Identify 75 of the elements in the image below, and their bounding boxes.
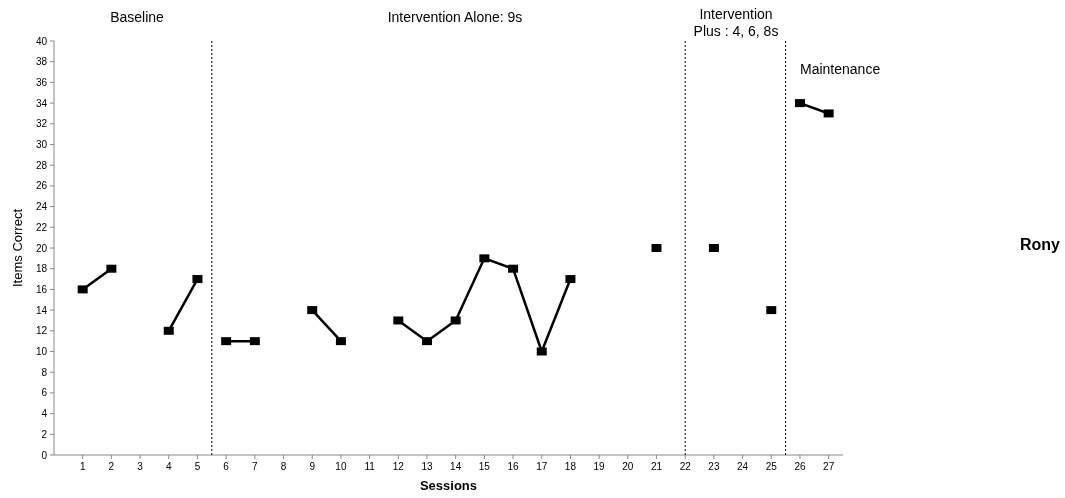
y-tick-label: 12 <box>35 325 48 337</box>
y-tick-label: 2 <box>41 428 48 440</box>
point <box>335 337 346 346</box>
x-tick-label: 12 <box>392 461 405 472</box>
y-tick-label: 30 <box>35 139 48 150</box>
x-tick-label: 14 <box>450 461 462 472</box>
point <box>651 244 662 252</box>
x-tick-label: 1 <box>79 461 86 472</box>
point <box>77 285 88 294</box>
y-tick-label: 18 <box>35 263 48 275</box>
x-tick-label: 19 <box>593 461 606 472</box>
x-tick-label: 21 <box>650 461 663 472</box>
point <box>163 326 174 335</box>
y-tick-label: 20 <box>35 242 48 254</box>
x-tick-label: 27 <box>823 461 835 472</box>
point <box>823 109 834 118</box>
x-tick-label: 18 <box>564 461 577 472</box>
point <box>708 244 719 252</box>
point <box>221 337 232 346</box>
x-tick-label: 26 <box>794 461 806 472</box>
y-tick-label: 36 <box>35 76 48 88</box>
y-tick-label: 38 <box>35 56 48 68</box>
text: Intervention Plus : 4, 6, 8s <box>693 6 779 39</box>
y-tick-label: 26 <box>35 180 48 192</box>
y-tick-label: 4 <box>41 408 48 420</box>
y-tick-label: 34 <box>35 97 48 109</box>
point <box>766 306 777 315</box>
point <box>565 275 576 284</box>
x-tick-label: 2 <box>108 461 115 472</box>
point <box>536 347 547 356</box>
x-tick-label: 25 <box>765 461 778 472</box>
text: Intervention Alone: 9s <box>387 9 523 25</box>
y-tick-label: 28 <box>35 159 48 171</box>
x-tick-label: 4 <box>165 461 172 472</box>
y-tick-label: 22 <box>35 221 48 233</box>
x-tick-label: 9 <box>309 461 316 472</box>
y-tick-label: 10 <box>35 346 48 357</box>
y-tick-label: 32 <box>35 118 48 130</box>
point <box>479 254 490 263</box>
annotation: Maintenance <box>800 61 881 77</box>
y-tick-label: 14 <box>35 304 48 316</box>
point <box>249 337 260 346</box>
y-axis-title: Items Correct <box>10 208 25 288</box>
point <box>393 316 404 325</box>
point <box>450 316 461 325</box>
point <box>421 337 432 346</box>
y-tick-label: 6 <box>41 387 48 399</box>
point <box>192 275 203 284</box>
text: Baseline <box>110 9 165 25</box>
y-tick-label: 40 <box>35 35 48 47</box>
point <box>794 99 805 108</box>
x-tick-label: 10 <box>335 461 347 472</box>
x-tick-label: 20 <box>622 461 634 472</box>
x-axis-title: Sessions <box>419 478 478 493</box>
x-tick-label: 11 <box>364 461 376 472</box>
y-tick-label: 8 <box>41 366 48 378</box>
text: Rony <box>1020 236 1061 253</box>
x-tick-label: 6 <box>223 461 230 472</box>
x-tick-label: 8 <box>280 461 287 472</box>
x-tick-label: 23 <box>708 461 720 472</box>
y-tick-label: 24 <box>35 201 48 213</box>
x-tick-label: 16 <box>507 461 520 472</box>
x-tick-label: 24 <box>737 461 749 472</box>
point <box>307 306 318 315</box>
x-tick-label: 5 <box>194 461 201 472</box>
x-tick-label: 13 <box>421 461 433 472</box>
y-tick-label: 0 <box>41 449 48 461</box>
point <box>106 264 117 273</box>
y-tick-label: 16 <box>35 283 48 295</box>
x-tick-label: 7 <box>252 461 259 472</box>
x-tick-label: 22 <box>679 461 692 472</box>
x-tick-label: 3 <box>137 461 144 472</box>
x-tick-label: 15 <box>478 461 491 472</box>
point <box>508 264 519 273</box>
x-tick-label: 17 <box>536 461 548 472</box>
